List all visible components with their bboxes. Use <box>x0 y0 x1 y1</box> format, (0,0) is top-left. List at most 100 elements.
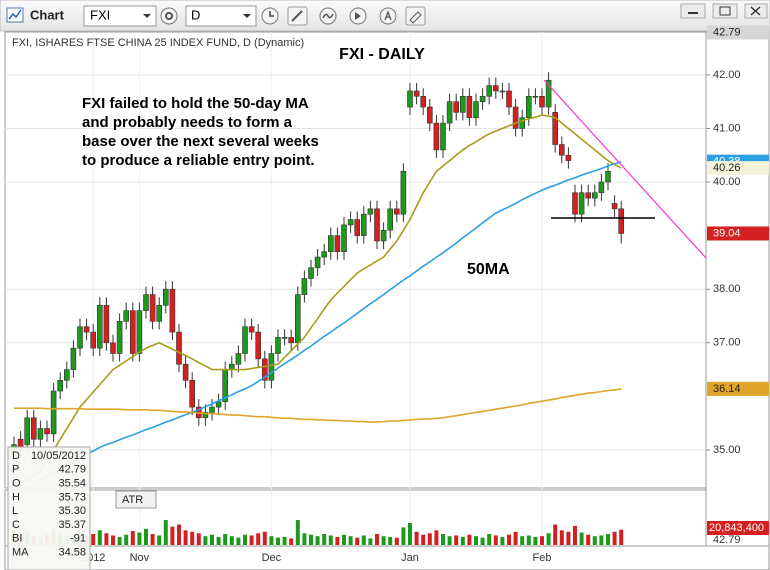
indicator-tab-label: ATR <box>122 494 143 506</box>
candle-body <box>90 331 96 349</box>
volume-bar <box>480 537 485 545</box>
candle-body <box>57 379 64 392</box>
candle-body <box>367 208 374 215</box>
candle-body <box>163 288 169 306</box>
volume-bar <box>355 537 360 545</box>
volume-bar <box>606 534 610 545</box>
volume-bar <box>460 536 465 545</box>
candle-body <box>578 192 585 215</box>
volume-bar <box>111 535 115 545</box>
candle-body <box>288 337 295 344</box>
volume-bar <box>467 534 472 545</box>
volume-bar <box>328 535 333 545</box>
volume-bar <box>434 530 439 545</box>
annotation-line: to produce a reliable entry point. <box>82 152 315 169</box>
volume-bar <box>157 535 162 545</box>
candle-body <box>143 294 149 311</box>
candle-body <box>558 144 565 156</box>
candle-body <box>492 85 499 92</box>
volume-bar <box>414 531 419 545</box>
candle-body <box>486 85 493 97</box>
volume-bar <box>130 531 135 545</box>
candle-body <box>598 181 605 194</box>
price-label-box <box>707 381 769 396</box>
candle-body <box>618 208 625 234</box>
volume-bar <box>513 531 518 545</box>
volume-bar <box>553 524 558 545</box>
candle-body <box>387 208 394 231</box>
candle-body <box>374 208 380 242</box>
compare-icon <box>322 13 334 19</box>
volume-bar <box>269 536 274 545</box>
volume-bar <box>592 536 597 545</box>
volume-bar <box>619 529 624 545</box>
data-window-value: 35.54 <box>58 478 86 490</box>
candle-body <box>294 294 301 344</box>
candle-body <box>248 326 255 333</box>
candle-body <box>413 90 420 97</box>
candle-body <box>400 171 407 215</box>
volume-bar <box>447 536 452 545</box>
candle-body <box>499 90 506 93</box>
candle-body <box>37 428 44 440</box>
volume-bar <box>229 536 234 545</box>
candle-body <box>525 96 532 119</box>
y-tick-label: 35.00 <box>713 444 741 456</box>
volume-bar <box>474 536 478 545</box>
volume-bar <box>342 534 346 545</box>
y-tick-label: 40.00 <box>713 176 741 188</box>
price-label: 40.26 <box>713 162 741 174</box>
data-window-key: C <box>12 519 20 531</box>
volume-bar <box>599 535 604 545</box>
interval-dropdown[interactable] <box>243 14 251 18</box>
volume-bar <box>210 534 214 545</box>
candle-body <box>426 106 433 124</box>
symbol-dropdown[interactable] <box>143 14 151 18</box>
volume-bar <box>401 527 406 545</box>
volume-bar <box>427 533 432 545</box>
price-panel <box>4 31 707 489</box>
candle-body <box>519 117 526 129</box>
trend-line <box>543 79 707 259</box>
y-tick-label: 42.00 <box>713 69 741 81</box>
window-title: Chart <box>30 7 65 22</box>
y-tick-label: 37.00 <box>713 337 741 349</box>
data-window-value: 34.58 <box>58 547 86 559</box>
volume-bar <box>163 520 168 545</box>
symbol-input[interactable] <box>83 5 157 27</box>
candle-body <box>189 379 195 408</box>
volume-bar <box>493 535 498 545</box>
price-label-box <box>707 161 769 176</box>
candle-body <box>83 326 90 333</box>
volume-bar <box>177 524 181 545</box>
annotation-line: FXI failed to hold the 50-day MA <box>82 95 309 112</box>
volume-bar <box>368 538 373 545</box>
data-window-key: BI <box>12 533 22 545</box>
maximize-button[interactable] <box>712 3 738 19</box>
candle-body <box>459 96 466 113</box>
interval-input[interactable] <box>185 5 257 27</box>
volume-bar <box>124 534 129 545</box>
x-tick-label: Nov <box>130 552 150 564</box>
candle-body <box>44 428 50 435</box>
settings-button[interactable] <box>160 7 178 25</box>
volume-bar <box>566 531 571 545</box>
time-icon <box>269 11 274 17</box>
price-label-box <box>707 226 769 241</box>
indicator-tab[interactable] <box>115 490 157 509</box>
volume-bar <box>520 536 525 545</box>
play-icon <box>355 12 361 20</box>
annotation-line: and probably needs to form a <box>82 114 293 131</box>
candle-body <box>407 90 413 108</box>
alert-button[interactable] <box>379 7 397 25</box>
candle-body <box>360 213 367 236</box>
volume-bar <box>408 523 412 545</box>
volume-bar <box>381 536 386 545</box>
tag-button[interactable] <box>405 6 426 26</box>
minimize-button[interactable] <box>680 3 706 19</box>
candle-body <box>591 192 598 199</box>
data-window-key: H <box>12 491 20 503</box>
candle-body <box>393 208 400 215</box>
volume-bar <box>394 537 399 545</box>
